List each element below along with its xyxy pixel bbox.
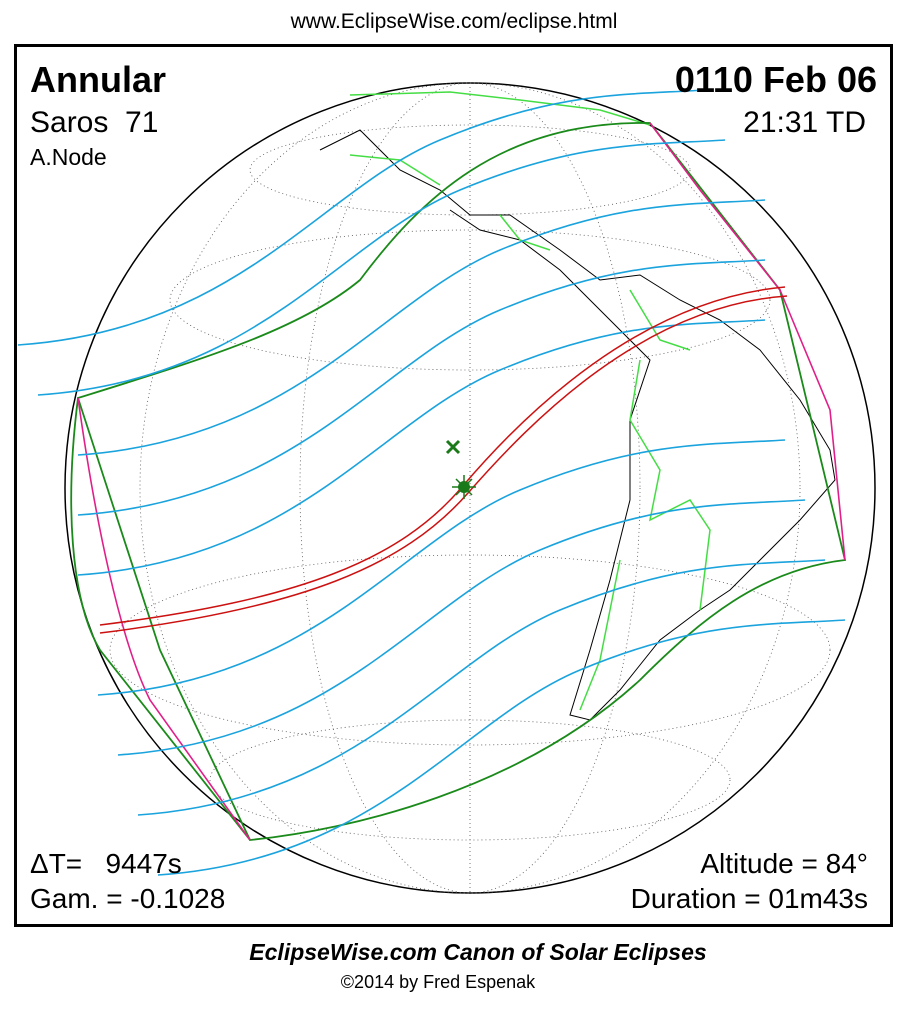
globe bbox=[17, 82, 876, 894]
saros: Saros 71 bbox=[30, 106, 158, 139]
gamma: Gam. = -0.1028 bbox=[30, 883, 225, 914]
copyright: ©2014 by Fred Espenak bbox=[341, 972, 536, 992]
url: www.EclipseWise.com/eclipse.html bbox=[290, 10, 618, 33]
duration: Duration = 01m43s bbox=[631, 883, 868, 914]
altitude: Altitude = 84° bbox=[700, 848, 868, 879]
eclipse-type: Annular bbox=[30, 59, 166, 100]
time: 21:31 TD bbox=[743, 106, 866, 139]
delta-t: ΔT= 9447s bbox=[30, 848, 182, 879]
node: A.Node bbox=[30, 144, 107, 170]
footer-title: EclipseWise.com Canon of Solar Eclipses bbox=[249, 939, 706, 965]
date: 0110 Feb 06 bbox=[675, 59, 877, 100]
